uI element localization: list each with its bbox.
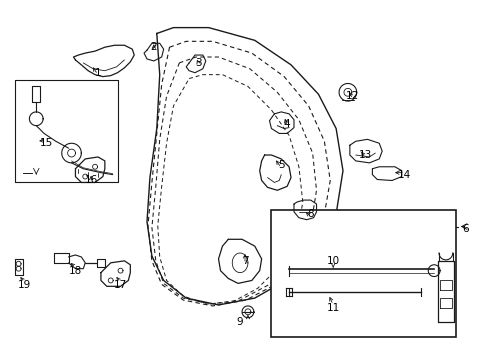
Text: 13: 13	[358, 150, 371, 160]
Text: 2: 2	[150, 42, 157, 52]
Text: 10: 10	[326, 256, 339, 266]
Text: 18: 18	[69, 266, 82, 276]
Text: 11: 11	[326, 303, 339, 313]
Text: 8: 8	[307, 209, 313, 219]
Text: 7: 7	[241, 256, 248, 266]
Text: 6: 6	[461, 225, 468, 234]
Text: 19: 19	[18, 280, 31, 291]
Bar	[271, 210, 455, 337]
Text: 17: 17	[114, 280, 127, 291]
Text: 12: 12	[346, 91, 359, 101]
Text: 16: 16	[84, 175, 98, 185]
Text: 4: 4	[283, 119, 290, 129]
Text: 5: 5	[277, 160, 284, 170]
Text: 15: 15	[40, 138, 53, 148]
Text: 9: 9	[236, 316, 243, 327]
Text: 14: 14	[397, 170, 410, 180]
Text: 1: 1	[95, 68, 101, 78]
Text: 3: 3	[195, 58, 202, 68]
